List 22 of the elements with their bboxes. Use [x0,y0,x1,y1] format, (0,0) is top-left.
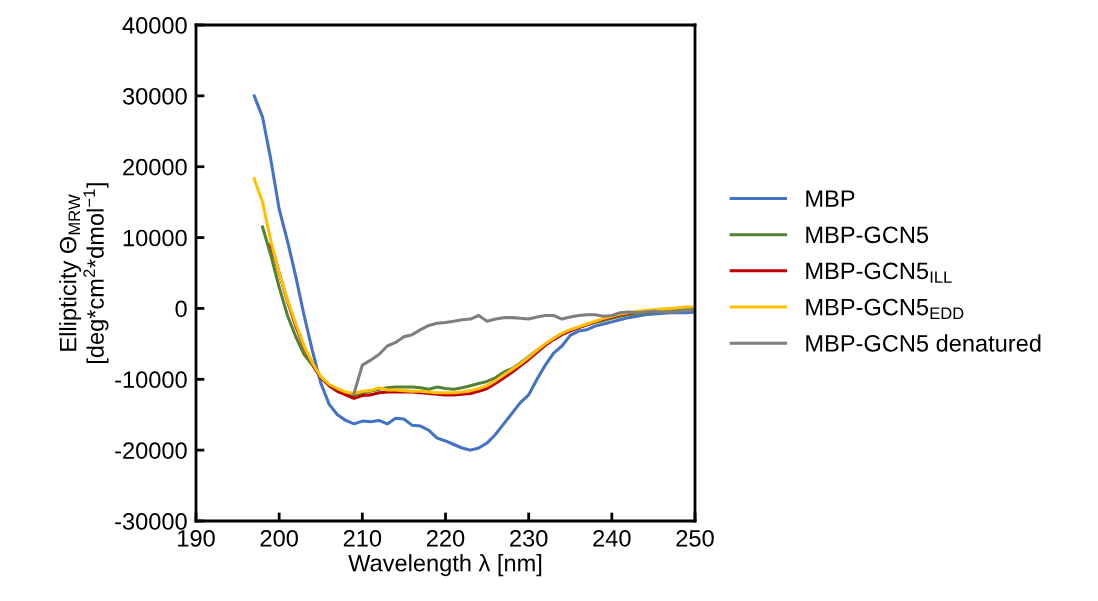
y-tick-label: 20000 [123,158,187,176]
y-tick-label: 30000 [122,87,187,105]
text: Ellipticity Θ$_{MRW}$ [deg*cm$^{2}$*dmol$^{−1}$] [59,183,109,364]
x-tick-label: 210 [343,529,382,547]
legend-label: MBP-GCN5 denatured [806,334,1041,352]
legend-label: MBP-GCN5$_{ILL}$ [806,262,952,283]
y-tick-label: 10000 [123,229,187,247]
y-tick-label: 0 [175,300,187,318]
x-tick-label: 230 [510,529,548,547]
x-tick-label: 220 [426,529,465,547]
y-tick-label: -10000 [115,371,187,389]
legend-label: MBP-GCN5 [806,226,929,244]
y-tick-label: -20000 [115,442,187,459]
legend-label: MBP-GCN5$_{EDD}$ [806,298,964,319]
x-tick-label: 240 [593,529,631,547]
x-tick-label: 200 [260,529,298,547]
x-tick-label: 190 [178,529,215,547]
x-axis-title: Wavelength λ [nm] [348,554,542,577]
y-tick-label: 40000 [122,17,187,34]
y-tick-label: -30000 [115,513,187,530]
legend-label: MBP [806,190,855,207]
x-tick-label: 250 [676,529,714,547]
